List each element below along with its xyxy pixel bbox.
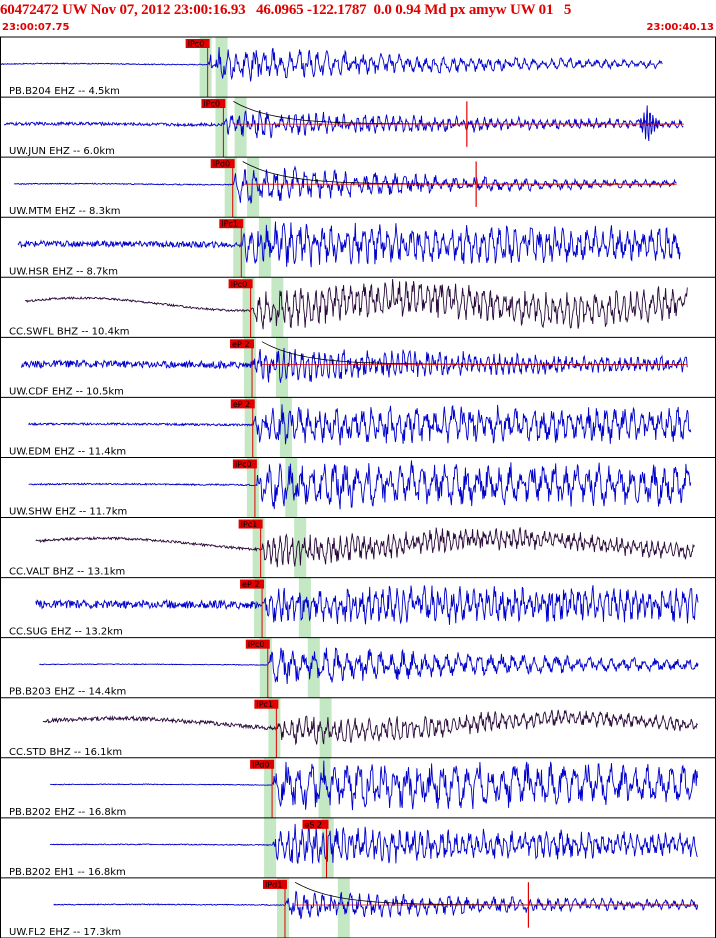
s-pick-box: [302, 819, 329, 829]
station-label: UW.CDF EHZ -- 10.5km: [9, 386, 124, 397]
p-pick-box: [201, 99, 226, 109]
p-pick-label: IPc0: [231, 280, 248, 289]
p-pick-label: IPc0: [235, 460, 252, 469]
p-pick-label: eP 2: [232, 340, 249, 349]
trace-line: [35, 527, 695, 568]
p-pick-box: [262, 879, 287, 889]
p-pick-box: [230, 399, 255, 409]
p-pick-box: [228, 279, 253, 289]
station-label: PB.B202 EH1 -- 16.8km: [9, 867, 126, 878]
station-label: PB.B202 EHZ -- 16.8km: [9, 807, 126, 818]
trace-line: [28, 460, 692, 510]
trace-line: [35, 585, 699, 625]
station-label: UW.HSR EHZ -- 8.7km: [9, 266, 118, 277]
station-label: UW.FL2 EHZ -- 17.3km: [9, 927, 121, 938]
trace-line: [49, 823, 698, 864]
p-pick-box: [232, 459, 257, 469]
p-pick-label: IPc1: [241, 520, 258, 529]
p-pick-box: [240, 579, 265, 589]
trace-line: [28, 404, 692, 446]
trace-line: [3, 109, 684, 139]
trace-line: [39, 647, 699, 685]
trace-line: [24, 279, 688, 330]
trace-line: [49, 760, 699, 811]
station-label: UW.MTM EHZ -- 8.3km: [9, 206, 120, 217]
station-label: PB.B204 EHZ -- 4.5km: [9, 86, 120, 97]
start-time-label: 23:00:07.75: [2, 22, 70, 33]
station-label: CC.VALT BHZ -- 13.1km: [9, 567, 125, 578]
p-pick-label: IPd0: [252, 760, 269, 769]
p-pick-box: [219, 219, 244, 229]
coda-fit-curve: [261, 341, 685, 365]
p-pick-label: eP 2: [233, 400, 250, 409]
p-pick-box: [210, 159, 235, 169]
trace-line: [53, 890, 699, 920]
p-pick-label: IPc0: [203, 100, 220, 109]
station-label: UW.JUN EHZ -- 6.0km: [9, 146, 115, 157]
p-pick-label: IPc0: [188, 40, 205, 49]
p-pick-box: [238, 519, 263, 529]
p-pick-box: [254, 699, 279, 709]
station-label: CC.SWFL BHZ -- 10.4km: [9, 326, 129, 337]
p-pick-box: [245, 639, 270, 649]
trace-line: [42, 709, 698, 746]
p-pick-label: IPc1: [221, 220, 238, 229]
end-time-label: 23:00:40.13: [646, 22, 714, 33]
station-label: PB.B203 EHZ -- 14.4km: [9, 687, 126, 698]
p-pick-label: IPc0: [248, 640, 265, 649]
trace-line: [21, 347, 688, 383]
trace-line: [14, 165, 677, 204]
p-pick-label: IPd0: [213, 160, 230, 169]
p-pick-label: IPc1: [256, 700, 273, 709]
p-pick-label: IPd1: [265, 880, 282, 889]
station-label: UW.EDM EHZ -- 11.4km: [9, 446, 126, 457]
trace-line: [0, 47, 663, 82]
p-pick-label: eP 2: [242, 580, 259, 589]
station-label: CC.STD BHZ -- 16.1km: [9, 747, 122, 758]
p-pick-box: [230, 339, 255, 349]
s-pick-label: eS 2: [304, 820, 322, 829]
station-label: CC.SUG EHZ -- 13.2km: [9, 627, 123, 638]
trace-line: [17, 221, 681, 268]
station-label: UW.SHW EHZ -- 11.7km: [9, 507, 127, 518]
p-pick-box: [185, 39, 210, 48]
p-pick-box: [250, 759, 275, 769]
event-header: 60472472 UW Nov 07, 2012 23:00:16.93 46.…: [0, 2, 572, 18]
